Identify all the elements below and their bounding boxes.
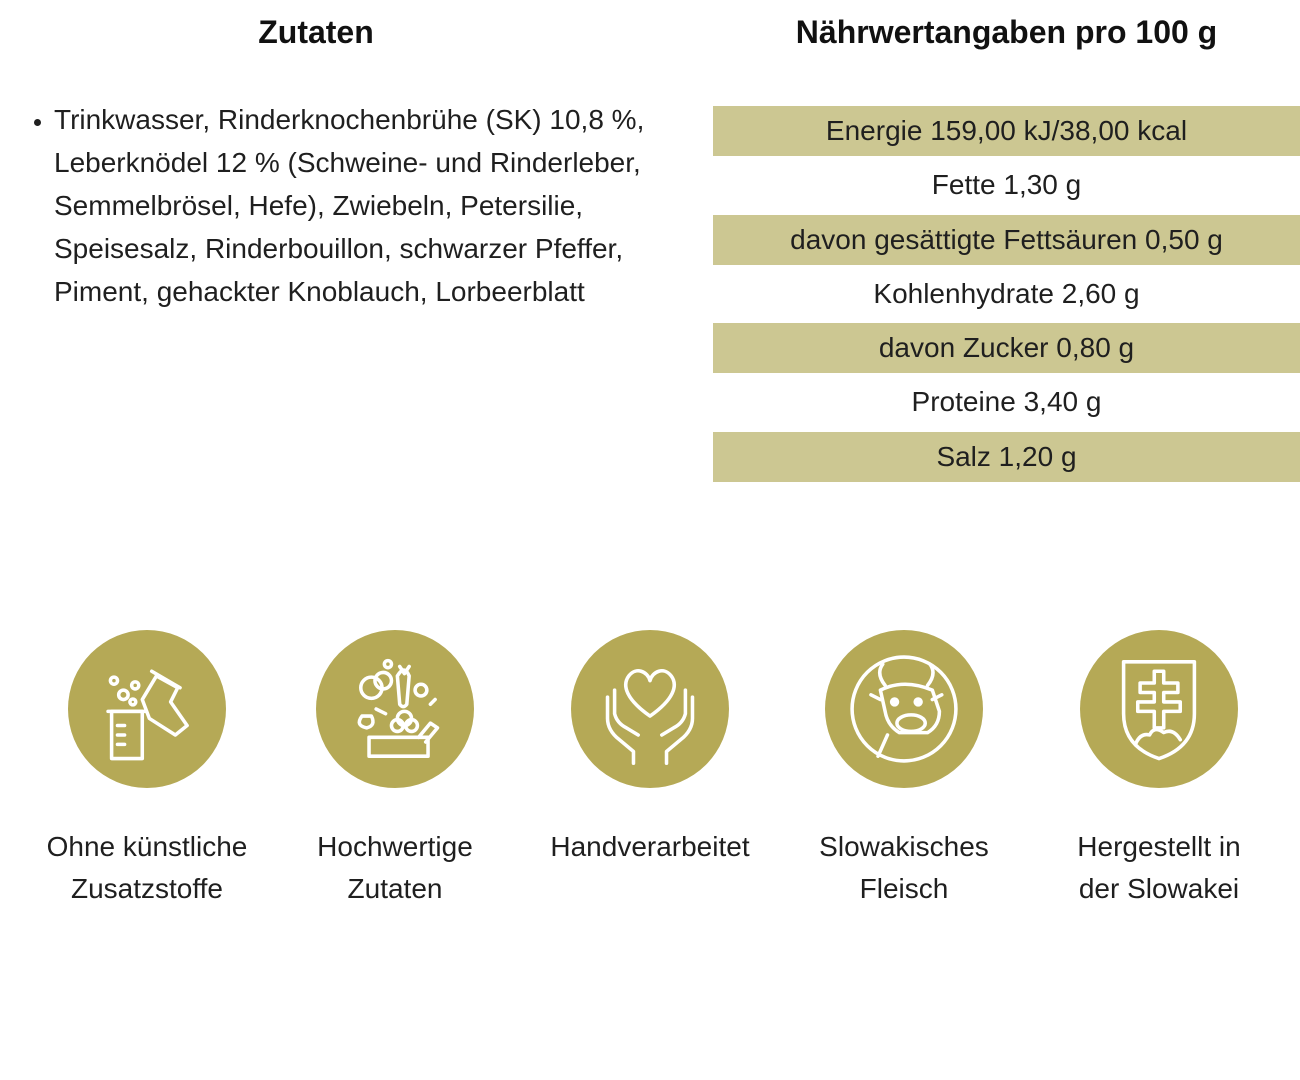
nutrition-row-energy: Energie 159,00 kJ/38,00 kcal	[713, 106, 1300, 156]
cow-icon	[850, 655, 958, 763]
feature-handmade: Handverarbeitet	[520, 630, 780, 868]
feature-badge	[68, 630, 226, 788]
feature-badge	[825, 630, 983, 788]
feature-label-line1: Ohne künstliche	[46, 831, 248, 862]
feature-label-line2: der Slowakei	[1078, 873, 1240, 904]
heart-hands-icon	[605, 669, 695, 766]
feature-label-line1: Hergestellt in	[1077, 831, 1241, 862]
feature-label-line1: Hochwertige	[317, 831, 473, 862]
feature-badge	[571, 630, 729, 788]
nutrition-title: Nährwertangaben pro 100 g	[795, 14, 1218, 50]
nutrition-row-saturated-fat: davon gesättigte Fettsäuren 0,50 g	[713, 214, 1300, 265]
slovak-shield-icon	[1121, 660, 1197, 761]
ingredients-title: Zutaten	[258, 14, 374, 50]
ingredient-item: Trinkwasser, Rinderknochenbrühe (SK) 10,…	[54, 98, 692, 313]
feature-no-additives: Ohne künstliche Zusatzstoffe	[17, 630, 277, 910]
feature-badge	[316, 630, 474, 788]
feature-label-line2: Zutaten	[347, 873, 443, 904]
feature-label-line1: Handverarbeitet	[550, 831, 750, 862]
feature-badge	[1080, 630, 1238, 788]
nutrition-table: Energie 159,00 kJ/38,00 kcal Fette 1,30 …	[713, 104, 1300, 484]
feature-slovak-meat: Slowakisches Fleisch	[774, 630, 1034, 910]
vegetables-icon	[357, 658, 440, 758]
feature-made-in-slovakia: Hergestellt in der Slowakei	[1029, 630, 1289, 910]
feature-label-line2: Fleisch	[859, 873, 949, 904]
nutrition-row-salt: Salz 1,20 g	[713, 431, 1300, 482]
nutrition-row-carbohydrates: Kohlenhydrate 2,60 g	[873, 277, 1140, 309]
lab-flask-icon	[106, 669, 189, 761]
feature-label-line2: Zusatzstoffe	[70, 873, 223, 904]
nutrition-row-protein: Proteine 3,40 g	[911, 386, 1102, 418]
nutrition-row-fat: Fette 1,30 g	[931, 169, 1082, 201]
nutrition-row-sugar: davon Zucker 0,80 g	[713, 323, 1300, 374]
feature-quality-ingredients: Hochwertige Zutaten	[265, 630, 525, 910]
ingredients-list: Trinkwasser, Rinderknochenbrühe (SK) 10,…	[22, 98, 692, 313]
feature-label-line1: Slowakisches	[819, 831, 989, 862]
